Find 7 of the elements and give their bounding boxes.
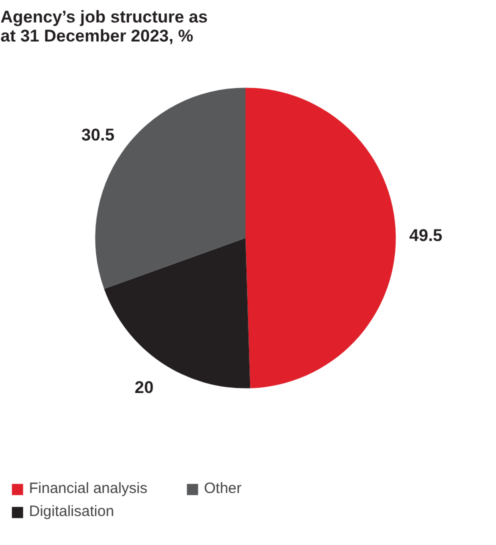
legend-label: Digitalisation <box>29 503 116 520</box>
legend-label: Financial analysis <box>29 480 148 497</box>
data-label: 49.5 <box>409 226 442 246</box>
chart-title: Agency’s job structure as at 31 December 2023, % <box>0 8 208 46</box>
data-label: 30.5 <box>81 126 114 144</box>
data-label: 20 <box>134 378 154 397</box>
legend-label: Other <box>204 480 243 497</box>
